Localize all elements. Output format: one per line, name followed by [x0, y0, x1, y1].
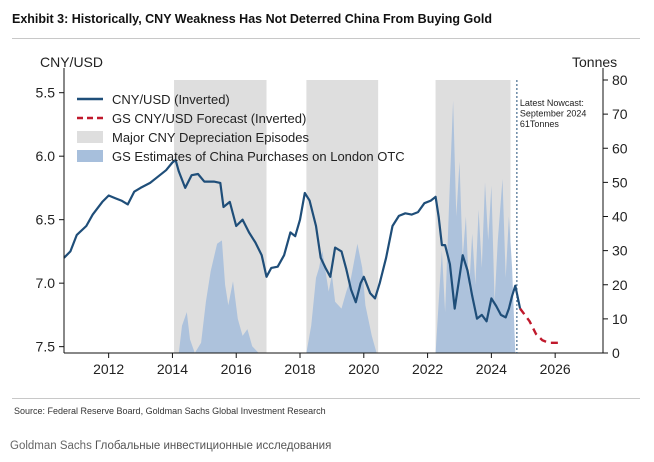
- exhibit-title: Exhibit 3: Historically, CNY Weakness Ha…: [12, 12, 492, 26]
- chart: 2012 2014 2016 2018 2020 2022 2024 2026 5.5 6.0 6.…: [36, 54, 628, 377]
- legend-label: CNY/USD (Inverted): [112, 92, 230, 107]
- right-tick-label: 40: [612, 209, 628, 225]
- footer-caption: Глобальные инвестиционные исследования: [95, 440, 332, 452]
- source-divider: [12, 398, 640, 399]
- nowcast-annotation-line: Latest Nowcast:: [520, 98, 584, 108]
- legend-swatch-box: [77, 150, 103, 162]
- chart-legend: CNY/USD (Inverted) GS CNY/USD Forecast (I…: [77, 92, 405, 164]
- right-tick-label: 30: [612, 243, 628, 259]
- left-tick-label: 6.0: [36, 148, 56, 164]
- purchases-area: [174, 100, 516, 353]
- left-tick-label: 5.5: [36, 85, 56, 101]
- nowcast-annotation-line: September 2024: [520, 109, 587, 119]
- x-tick-label: 2026: [540, 361, 571, 377]
- left-tick-label: 6.5: [36, 212, 56, 228]
- right-axis-label: Tonnes: [572, 54, 617, 70]
- x-tick-label: 2016: [221, 361, 252, 377]
- footer-brand: Goldman Sachs: [10, 440, 92, 452]
- right-tick-label: 10: [612, 311, 628, 327]
- title-divider: [12, 38, 640, 39]
- left-tick-label: 7.5: [36, 339, 56, 355]
- left-tick-label: 7.0: [36, 275, 56, 291]
- legend-label: GS Estimates of China Purchases on Londo…: [112, 149, 405, 164]
- x-tick-label: 2014: [157, 361, 188, 377]
- right-tick-label: 80: [612, 72, 628, 88]
- right-tick-label: 60: [612, 140, 628, 156]
- x-tick-label: 2024: [476, 361, 507, 377]
- forecast-line: [519, 307, 559, 344]
- purchases-area-series: [174, 100, 516, 353]
- legend-swatch-box: [77, 131, 103, 143]
- right-tick-label: 20: [612, 277, 628, 293]
- right-tick-label: 0: [612, 345, 620, 361]
- right-tick-label: 70: [612, 106, 628, 122]
- chart-axes: 2012 2014 2016 2018 2020 2022 2024 2026 5.5 6.0 6.…: [36, 68, 628, 377]
- x-tick-label: 2018: [284, 361, 315, 377]
- cny-usd-forecast-series: [519, 307, 559, 344]
- depreciation-episodes: [174, 80, 511, 353]
- x-tick-label: 2022: [412, 361, 443, 377]
- right-tick-label: 50: [612, 174, 628, 190]
- x-tick-label: 2012: [93, 361, 124, 377]
- left-axis-label: CNY/USD: [40, 54, 103, 70]
- legend-label: GS CNY/USD Forecast (Inverted): [112, 111, 306, 126]
- cny-usd-line-series: [63, 158, 522, 323]
- cny-usd-line: [63, 158, 522, 323]
- nowcast-annotation-line: 61Tonnes: [520, 119, 560, 129]
- source-note: Source: Federal Reserve Board, Goldman S…: [14, 406, 326, 416]
- x-tick-label: 2020: [348, 361, 379, 377]
- legend-label: Major CNY Depreciation Episodes: [112, 130, 310, 145]
- footer: Goldman Sachs Глобальные инвестиционные …: [10, 440, 331, 452]
